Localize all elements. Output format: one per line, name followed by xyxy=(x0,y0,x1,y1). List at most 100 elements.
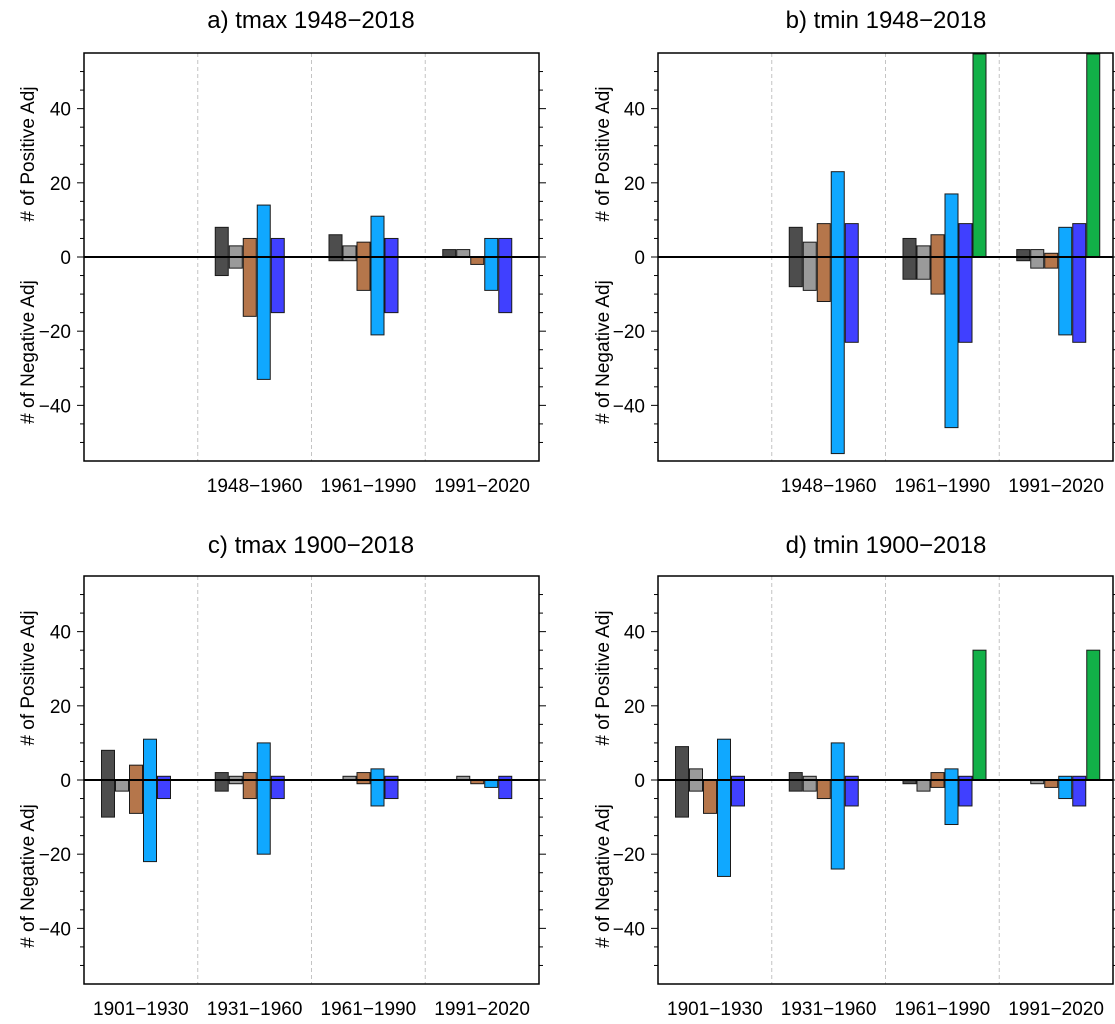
panel-c-ytick-label: 20 xyxy=(50,697,71,718)
panel-d-ytick-label: −20 xyxy=(613,845,645,866)
panel-a-bar-negative xyxy=(384,256,399,314)
panel-c-bar-negative xyxy=(370,779,385,807)
panel-d-ytick-label: −40 xyxy=(613,919,645,940)
panel-a-bar-positive xyxy=(484,237,499,258)
panel-a-xtick-label: 1948−1960 xyxy=(207,476,303,497)
panel-c-xtick-label: 1901−1930 xyxy=(93,999,189,1019)
panel-c-bar-positive xyxy=(143,738,157,781)
panel-b-title: b) tmin 1948−2018 xyxy=(786,7,987,34)
panel-d-ylabel-negative: # of Negative Adj xyxy=(593,804,614,948)
panel-a-bar-positive xyxy=(328,234,343,258)
panel-a-bar-positive xyxy=(442,249,457,258)
panel-a-bar-negative xyxy=(228,256,243,269)
panel-b-bar-positive xyxy=(1072,223,1087,258)
panel-a-bar-positive xyxy=(456,249,471,258)
panel-a-ylabel-positive: # of Positive Adj xyxy=(18,86,39,221)
panel-d-bar-negative xyxy=(1058,779,1073,800)
panel-b-bar-negative xyxy=(930,256,945,295)
panel-b-bar-positive xyxy=(816,223,831,258)
panel-b-bar-positive xyxy=(788,226,803,258)
panel-b-ytick-label: 0 xyxy=(634,248,645,269)
panel-a-bar-negative xyxy=(370,256,385,336)
panel-b-bar-negative xyxy=(844,256,859,343)
panel-c-bar-negative xyxy=(242,779,257,800)
panel-d-bar-negative xyxy=(788,779,803,792)
panel-b-bar-negative xyxy=(958,256,973,343)
panel-a-ytick-label: 20 xyxy=(50,174,71,195)
panel-b-ytick-label: −20 xyxy=(613,322,645,343)
panel-c-bar-negative xyxy=(157,779,171,800)
panel-b-bar-negative xyxy=(1058,256,1073,336)
panel-d-bar-negative xyxy=(1072,779,1087,807)
panel-c-bar-positive xyxy=(242,772,257,781)
panel-d-bar-negative xyxy=(930,779,945,788)
panel-b-ytick-label: 40 xyxy=(624,100,645,121)
panel-d-xtick-label: 1931−1960 xyxy=(781,999,877,1019)
panel-a-bar-positive xyxy=(342,245,357,258)
panel-b-bar-negative xyxy=(816,256,831,303)
panel-d-bar-positive xyxy=(930,772,945,781)
panel-d-bar-negative xyxy=(944,779,959,826)
panel-a-bar-negative xyxy=(242,256,257,317)
panel-d-xtick-label: 1991−2020 xyxy=(1008,999,1104,1019)
panel-c-plot: −40 −20 0 20 40 1901−1930 1931−1960 1961−1990 19… xyxy=(39,575,546,1020)
panel-a-bar-negative xyxy=(214,256,229,277)
panel-b-bar-positive xyxy=(830,171,845,258)
panel-c-bar-negative xyxy=(498,779,513,800)
panel-a-bar-positive xyxy=(228,245,243,258)
panel-c-bar-positive xyxy=(356,772,371,781)
panel-a-xtick-label: 1961−1990 xyxy=(321,476,417,497)
panel-d-bar-negative xyxy=(731,779,745,807)
panel-c-xtick-label: 1931−1960 xyxy=(207,999,303,1019)
panel-a-bar-positive xyxy=(356,241,371,258)
panel-b-bar-negative xyxy=(1044,256,1059,269)
panel-d-xtick-label: 1901−1930 xyxy=(667,999,763,1019)
panel-b-bar-negative xyxy=(802,256,817,291)
panel-c-bar-negative xyxy=(270,779,285,800)
panel-b-bar-positive xyxy=(1016,249,1031,258)
panel-a-bar-negative xyxy=(256,256,271,380)
panel-a-bar-negative xyxy=(470,256,485,265)
panel-a-title: a) tmax 1948−2018 xyxy=(207,7,414,34)
panel-c-title: c) tmax 1900−2018 xyxy=(208,532,414,559)
panel-d-bar-negative xyxy=(689,779,703,792)
panel-a-plot: −40 −20 0 20 40 1948−1960 1961−1990 1991−2020 xyxy=(39,52,546,497)
panel-b-bar-positive xyxy=(844,223,859,258)
panel-d-bar-positive xyxy=(1086,649,1101,781)
panel-b-ylabel-negative: # of Negative Adj xyxy=(593,280,614,424)
panel-b-bar-negative xyxy=(830,256,845,455)
panel-d-bar-negative xyxy=(916,779,931,792)
panel-b-ylabel-positive: # of Positive Adj xyxy=(593,86,614,221)
panel-b-bar-negative xyxy=(788,256,803,288)
panel-d-bar-negative xyxy=(816,779,831,800)
panel-a-bar-negative xyxy=(498,256,513,314)
panel-b-plot: −40 −20 0 20 40 1948−1960 1961−1990 1991−2020 xyxy=(613,52,1115,497)
panel-a-bar-positive xyxy=(214,226,229,258)
panel-d-bar-positive xyxy=(675,746,689,781)
panel-d-plot: −40 −20 0 20 40 1901−1930 1931−1960 1961−1990 19… xyxy=(613,575,1115,1020)
panel-d-bar-negative xyxy=(1044,779,1059,788)
panel-d-xtick-label: 1961−1990 xyxy=(895,999,991,1019)
panel-b-bar-positive xyxy=(972,53,987,258)
panel-a-ytick-label: 40 xyxy=(50,100,71,121)
panel-d-bar-positive xyxy=(830,742,845,781)
panel-c-bar-positive xyxy=(101,749,115,781)
panel-b-bar-positive xyxy=(930,234,945,258)
panel-d-bar-positive xyxy=(972,649,987,781)
panel-b-ytick-label: 20 xyxy=(624,174,645,195)
panel-c-ytick-label: 40 xyxy=(50,623,71,644)
panel-c-ytick-label: −20 xyxy=(39,845,71,866)
panel-d-bar-negative xyxy=(675,779,689,818)
panel-b-xtick-label: 1991−2020 xyxy=(1008,476,1104,497)
panel-c-bar-negative xyxy=(214,779,229,792)
panel-d-bar-positive xyxy=(944,768,959,781)
panel-a-bar-positive xyxy=(242,237,257,258)
panel-a-bar-positive xyxy=(384,237,399,258)
panel-b-bar-positive xyxy=(1030,249,1045,258)
panel-c-ylabel-negative: # of Negative Adj xyxy=(18,804,39,948)
panel-c-bar-negative xyxy=(256,779,271,855)
panel-d-bar-positive xyxy=(788,772,803,781)
panel-c-bar-negative xyxy=(115,779,129,792)
